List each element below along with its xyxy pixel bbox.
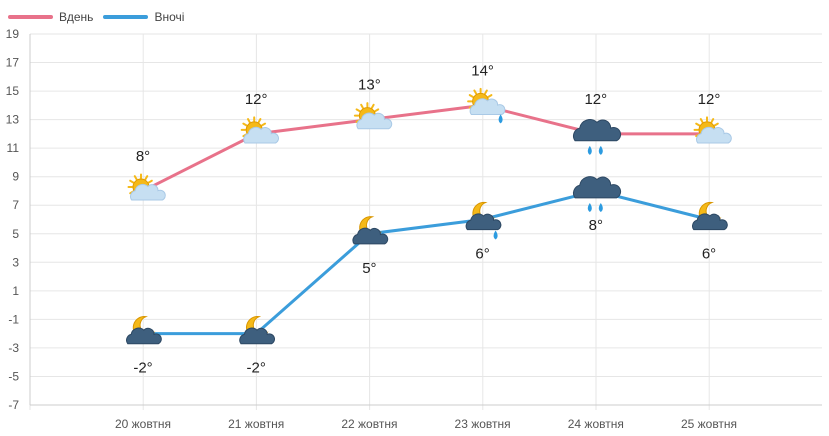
sun-ray — [360, 103, 364, 109]
chart-legend: Вдень Вночі — [8, 9, 194, 25]
y-tick-label: 11 — [7, 141, 20, 155]
sun-ray — [713, 122, 719, 127]
rain-drop — [587, 202, 592, 212]
y-tick-label: 5 — [12, 227, 19, 241]
x-tick-label: 22 жовтня — [341, 417, 397, 431]
moon-cloud-icon — [692, 201, 728, 231]
cloud-shape — [469, 98, 506, 115]
sun-ray — [695, 122, 701, 127]
cloud-shape — [126, 327, 162, 345]
cloud-shape — [696, 126, 732, 144]
moon-cloud-rain-icon — [465, 201, 502, 240]
sun-ray — [257, 118, 262, 124]
sun-ray — [473, 89, 478, 95]
y-tick-label: -1 — [8, 312, 19, 326]
y-tick-label: 3 — [12, 255, 19, 269]
y-tick-label: 17 — [6, 56, 20, 70]
icon-layer — [126, 87, 732, 345]
legend-label-day: Вдень — [59, 10, 94, 24]
day-temp-label: 12° — [245, 91, 268, 108]
night-temp-label: 6° — [475, 246, 489, 263]
sun-cloud-icon — [127, 173, 166, 201]
moon-cloud-icon — [239, 316, 275, 345]
legend-item-day[interactable]: Вдень — [8, 10, 93, 24]
label-layer: 8° 12° 13° 14° 12° 12° -2° -2° 5° 6° 8° 6° — [133, 62, 720, 376]
cloud-shape — [692, 213, 728, 231]
x-tick-label: 20 жовтня — [115, 417, 171, 431]
x-tick-label: 23 жовтня — [455, 417, 511, 431]
line-layer — [141, 103, 711, 336]
sun-ray — [710, 118, 715, 124]
cloud-shape — [352, 227, 389, 245]
cloud-shape — [130, 183, 166, 201]
sun-cloud-icon — [353, 102, 393, 130]
legend-swatch-day — [8, 15, 53, 19]
sun-ray — [129, 179, 135, 184]
moon-cloud-icon — [126, 316, 162, 345]
sun-ray — [144, 175, 149, 181]
legend-label-night: Вночі — [154, 10, 185, 24]
sun-cloud-rain-icon — [467, 87, 506, 124]
y-tick-label: -7 — [8, 398, 19, 412]
sun-ray — [370, 103, 375, 109]
rain-drop — [498, 114, 503, 124]
rain-cloud-icon — [573, 119, 622, 155]
day-temp-label: 8° — [136, 148, 150, 165]
sun-ray — [699, 118, 704, 124]
y-tick-label: 13 — [6, 113, 20, 127]
rain-drop — [598, 145, 603, 155]
x-tick-label: 24 жовтня — [568, 417, 624, 431]
sun-cloud-icon — [693, 116, 732, 144]
sun-ray — [246, 118, 251, 124]
sun-ray — [147, 179, 153, 184]
legend-item-night[interactable]: Вночі — [103, 10, 184, 24]
legend-swatch-night — [103, 15, 149, 19]
cloud-shape — [465, 213, 502, 231]
cloud-shape — [239, 327, 275, 345]
y-tick-label: 15 — [6, 84, 20, 98]
rain-cloud-icon — [573, 176, 622, 212]
y-tick-label: 7 — [12, 198, 19, 212]
y-tick-label: -5 — [8, 369, 19, 383]
sun-ray — [468, 94, 474, 98]
axis-layer: 19 17 15 13 11 9 7 5 3 1 -1 -3 -5 -7 20 жовтня 21 жовтн… — [6, 27, 822, 431]
x-tick-label: 25 жовтня — [681, 417, 737, 431]
day-temp-label: 12° — [698, 91, 721, 108]
sun-ray — [374, 108, 380, 113]
y-tick-label: 9 — [12, 170, 19, 184]
y-tick-label: 19 — [6, 27, 20, 41]
sun-cloud-icon — [240, 116, 279, 144]
sun-ray — [484, 89, 488, 95]
y-tick-label: -3 — [8, 341, 19, 355]
night-temp-label: 5° — [362, 260, 376, 277]
day-temp-label: 13° — [358, 77, 381, 94]
cloud-shape — [573, 176, 622, 199]
cloud-shape — [573, 119, 622, 142]
rain-drop — [587, 145, 592, 155]
sun-ray — [260, 122, 267, 127]
x-tick-label: 21 жовтня — [228, 417, 284, 431]
night-temp-label: -2° — [247, 360, 266, 377]
moon-cloud-icon — [352, 216, 389, 245]
sun-ray — [242, 122, 248, 127]
rain-drop — [598, 202, 603, 212]
sun-ray — [133, 175, 138, 181]
day-temp-label: 14° — [471, 62, 494, 79]
sun-ray — [355, 108, 361, 113]
sun-ray — [487, 94, 493, 98]
cloud-shape — [356, 112, 393, 130]
day-temp-label: 12° — [584, 91, 607, 108]
night-temp-label: 6° — [702, 246, 716, 263]
night-temp-label: -2° — [133, 360, 152, 377]
y-tick-label: 1 — [12, 284, 19, 298]
night-temp-label: 8° — [589, 217, 603, 234]
rain-drop — [493, 230, 498, 240]
cloud-shape — [243, 126, 279, 144]
